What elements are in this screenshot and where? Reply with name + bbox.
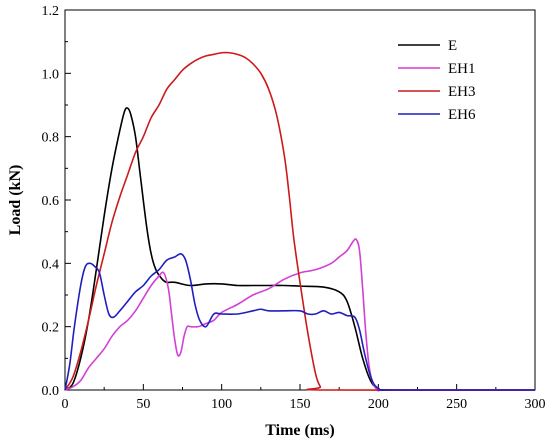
x-tick-label: 50 (136, 397, 150, 412)
legend-label-eh3: EH3 (448, 84, 476, 100)
y-axis-ticks: 0.0 0.2 0.4 0.6 0.8 1.0 1.2 (42, 4, 71, 399)
x-tick-label: 150 (290, 397, 311, 412)
x-tick-label: 250 (446, 397, 467, 412)
y-tick-label: 0.4 (42, 257, 60, 272)
y-tick-label: 1.2 (42, 4, 60, 19)
series-line-e (64, 107, 536, 391)
y-tick-label: 1.0 (42, 67, 60, 82)
y-tick-label: 0.0 (42, 384, 60, 399)
x-tick-label: 300 (525, 397, 546, 412)
series-line-eh3 (64, 51, 536, 392)
y-tick-label: 0.2 (42, 321, 60, 336)
x-tick-label: 100 (211, 397, 232, 412)
legend-label-e: E (448, 38, 457, 54)
x-tick-label: 0 (62, 397, 69, 412)
series-line-eh6 (64, 252, 535, 391)
legend-label-eh1: EH1 (448, 61, 476, 77)
series-lines (64, 51, 536, 392)
series-line-eh1 (64, 238, 535, 392)
x-axis-title: Time (ms) (265, 422, 334, 439)
y-tick-label: 0.6 (42, 194, 60, 209)
y-axis-title: Load (kN) (7, 165, 24, 236)
legend: E EH1 EH3 EH6 (398, 38, 476, 123)
x-axis-ticks: 0 50 100 150 200 250 300 (62, 384, 546, 412)
y-tick-label: 0.8 (42, 131, 60, 146)
legend-label-eh6: EH6 (448, 107, 476, 123)
x-tick-label: 200 (368, 397, 389, 412)
